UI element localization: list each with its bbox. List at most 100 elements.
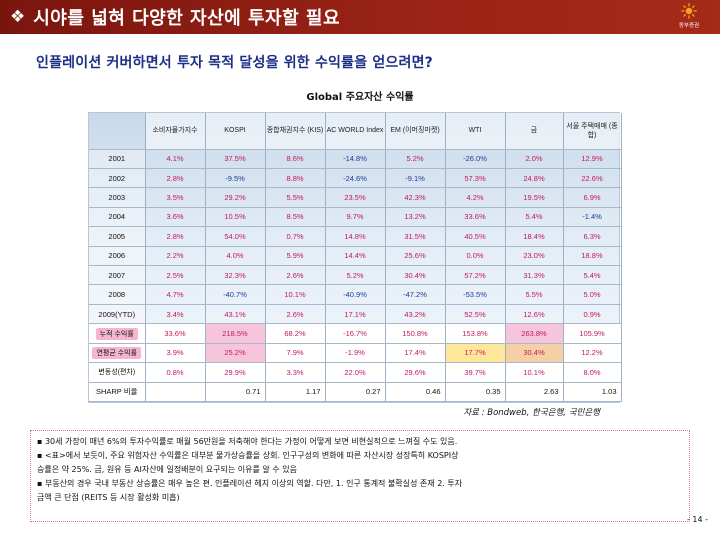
source-note: 자료 : Bondweb, 한국은행, 국민은행 — [463, 408, 600, 418]
summary-label-cell: 누적 수익률 — [89, 323, 146, 344]
table-cell: 37.5% — [205, 149, 266, 169]
note-line: ▪ 30세 가장이 매년 6%의 투자수익률로 매월 56만원을 저축해야 한다… — [37, 437, 458, 446]
table-cell: 0.7% — [265, 226, 326, 247]
table-cell: 8.8% — [265, 168, 326, 189]
sun-logo-icon — [681, 3, 697, 19]
table-cell: 0.0% — [445, 246, 506, 267]
table-row: 2001 4.1% 37.5% 8.6% -14.8% 5.2% -26.0% 2.0% 12.… — [89, 149, 622, 169]
summary-cell: 3.9% — [145, 343, 206, 364]
column-header: 금 — [505, 113, 564, 150]
table-cell: 24.8% — [505, 168, 564, 189]
sharpe-cell: 1.17 — [265, 382, 326, 403]
summary-label-cell: 변동성(편차) — [89, 362, 146, 383]
sharpe-row: SHARP 비율 0.71 1.17 0.27 0.46 0.35 2.63 1.03 — [89, 382, 622, 403]
table-cell: 10.5% — [205, 207, 266, 228]
table-cell: 8.5% — [265, 207, 326, 228]
page-title: 시야를 넓혀 다양한 자산에 투자할 필요 — [33, 8, 341, 29]
returns-table-panel: 소비자물가지수 KOSPI 종합채권지수 (KIS) AC WORLD Inde… — [88, 112, 622, 403]
table-cell: 5.0% — [563, 284, 622, 305]
table-row: 2008 4.7% -40.7% 10.1% -40.9% -47.2% -53.5% 5.5… — [89, 284, 622, 305]
table-row: 2009(YTD) 3.4% 43.1% 2.6% 17.1% 43.2% 52.5% 12.… — [89, 304, 622, 325]
table-cell: 4.1% — [145, 149, 206, 169]
table-cell: 4.0% — [205, 246, 266, 267]
table-cell: 13.2% — [385, 207, 446, 228]
table-cell: 30.4% — [385, 265, 446, 286]
notes-box: ▪ 30세 가장이 매년 6%의 투자수익률로 매월 56만원을 저축해야 한다… — [30, 430, 690, 522]
table-cell: 2.0% — [505, 149, 564, 169]
table-cell: 22.6% — [563, 168, 622, 189]
table-cell: 5.4% — [505, 207, 564, 228]
table-cell: 3.4% — [145, 304, 206, 325]
sharpe-cell — [145, 382, 206, 403]
table-cell: 52.5% — [445, 304, 506, 325]
table-cell: 32.3% — [205, 265, 266, 286]
summary-cell: 25.2% — [205, 343, 266, 364]
summary-cell: 17.7% — [445, 343, 506, 364]
summary-cell: 153.8% — [445, 323, 506, 344]
table-cell: 31.5% — [385, 226, 446, 247]
summary-cell: 12.2% — [563, 343, 622, 364]
table-cell: 18.8% — [563, 246, 622, 267]
table-cell: 23.5% — [325, 187, 386, 208]
table-cell: -14.8% — [325, 149, 386, 169]
summary-cell: 33.6% — [145, 323, 206, 344]
summary-cell: 105.9% — [563, 323, 622, 344]
table-cell: 54.0% — [205, 226, 266, 247]
summary-cell: 3.3% — [265, 362, 326, 383]
table-cell: 5.5% — [505, 284, 564, 305]
table-cell: 9.7% — [325, 207, 386, 228]
table-cell: 8.6% — [265, 149, 326, 169]
summary-cell: 150.8% — [385, 323, 446, 344]
table-cell: 14.8% — [325, 226, 386, 247]
table-row: 2006 2.2% 4.0% 5.9% 14.4% 25.6% 0.0% 23.0% 18.8% — [89, 246, 622, 267]
table-cell: 12.9% — [563, 149, 622, 169]
sharpe-cell: 2.63 — [505, 382, 564, 403]
summary-label: 변동성(편차) — [98, 369, 136, 377]
table-cell: 42.3% — [385, 187, 446, 208]
table-cell: 2.5% — [145, 265, 206, 286]
sharpe-cell: 0.46 — [385, 382, 446, 403]
table-cell: 2.8% — [145, 168, 206, 189]
table-row: 2003 3.5% 29.2% 5.5% 23.5% 42.3% 4.2% 19.5% 6.9% — [89, 187, 622, 208]
column-header: EM (이머징마켓) — [385, 113, 446, 150]
summary-cell: -1.9% — [325, 343, 386, 364]
header-row: 소비자물가지수 KOSPI 종합채권지수 (KIS) AC WORLD Inde… — [89, 113, 622, 150]
table-cell: -9.5% — [205, 168, 266, 189]
row-label: 2001 — [89, 149, 146, 169]
note-line: 승률은 약 25%. 금, 원유 등 AI자산에 일정배분이 요구되는 이유를 … — [37, 465, 297, 474]
table-cell: 5.2% — [325, 265, 386, 286]
table-row: 2002 2.8% -9.5% 8.8% -24.6% -9.1% 57.3% 24.8% 22… — [89, 168, 622, 189]
table-cell: 25.6% — [385, 246, 446, 267]
title-bar: ❖ 시야를 넓혀 다양한 자산에 투자할 필요 동부증권 — [0, 0, 720, 34]
table-cell: 4.7% — [145, 284, 206, 305]
summary-cell: 263.8% — [505, 323, 564, 344]
summary-cell: 29.9% — [205, 362, 266, 383]
note-line: ▪ 부동산의 경우 국내 부동산 상승률은 매우 높은 편. 인플레이션 헤지 … — [37, 479, 463, 488]
table-cell: 2.8% — [145, 226, 206, 247]
note-line: ▪ <표>에서 보듯이, 주요 위험자산 수익률은 대부분 물가상승률을 상회.… — [37, 451, 459, 460]
summary-cell: 68.2% — [265, 323, 326, 344]
summary-cell: 8.0% — [563, 362, 622, 383]
summary-cell: 39.7% — [445, 362, 506, 383]
table-row: 2004 3.6% 10.5% 8.5% 9.7% 13.2% 33.6% 5.4% -1.4% — [89, 207, 622, 228]
table-cell: 5.5% — [265, 187, 326, 208]
table-row: 2005 2.8% 54.0% 0.7% 14.8% 31.5% 40.5% 18.4% 6.3… — [89, 226, 622, 247]
summary-cell: 0.8% — [145, 362, 206, 383]
table-row: 2007 2.5% 32.3% 2.6% 5.2% 30.4% 57.2% 31.3% 5.4% — [89, 265, 622, 286]
company-logo: 동부증권 — [672, 3, 706, 31]
column-header: WTI — [445, 113, 506, 150]
row-label: 2003 — [89, 187, 146, 208]
summary-row: 누적 수익률 33.6% 218.5% 68.2% -16.7% 150.8% 153.8%… — [89, 323, 622, 344]
table-cell: -1.4% — [563, 207, 622, 228]
summary-cell: 7.9% — [265, 343, 326, 364]
row-label: 2009(YTD) — [89, 304, 146, 325]
table-cell: 29.2% — [205, 187, 266, 208]
summary-row: 변동성(편차) 0.8% 29.9% 3.3% 22.0% 29.6% 39.7% 10.1%… — [89, 362, 622, 383]
page-number: - 14 - — [686, 515, 708, 524]
summary-cell: 17.4% — [385, 343, 446, 364]
summary-label-cell: 연평균 수익률 — [89, 343, 146, 364]
sharpe-cell: 1.03 — [563, 382, 622, 403]
column-header: AC WORLD Index — [325, 113, 386, 150]
table-cell: 10.1% — [265, 284, 326, 305]
row-label: SHARP 비율 — [89, 382, 146, 403]
